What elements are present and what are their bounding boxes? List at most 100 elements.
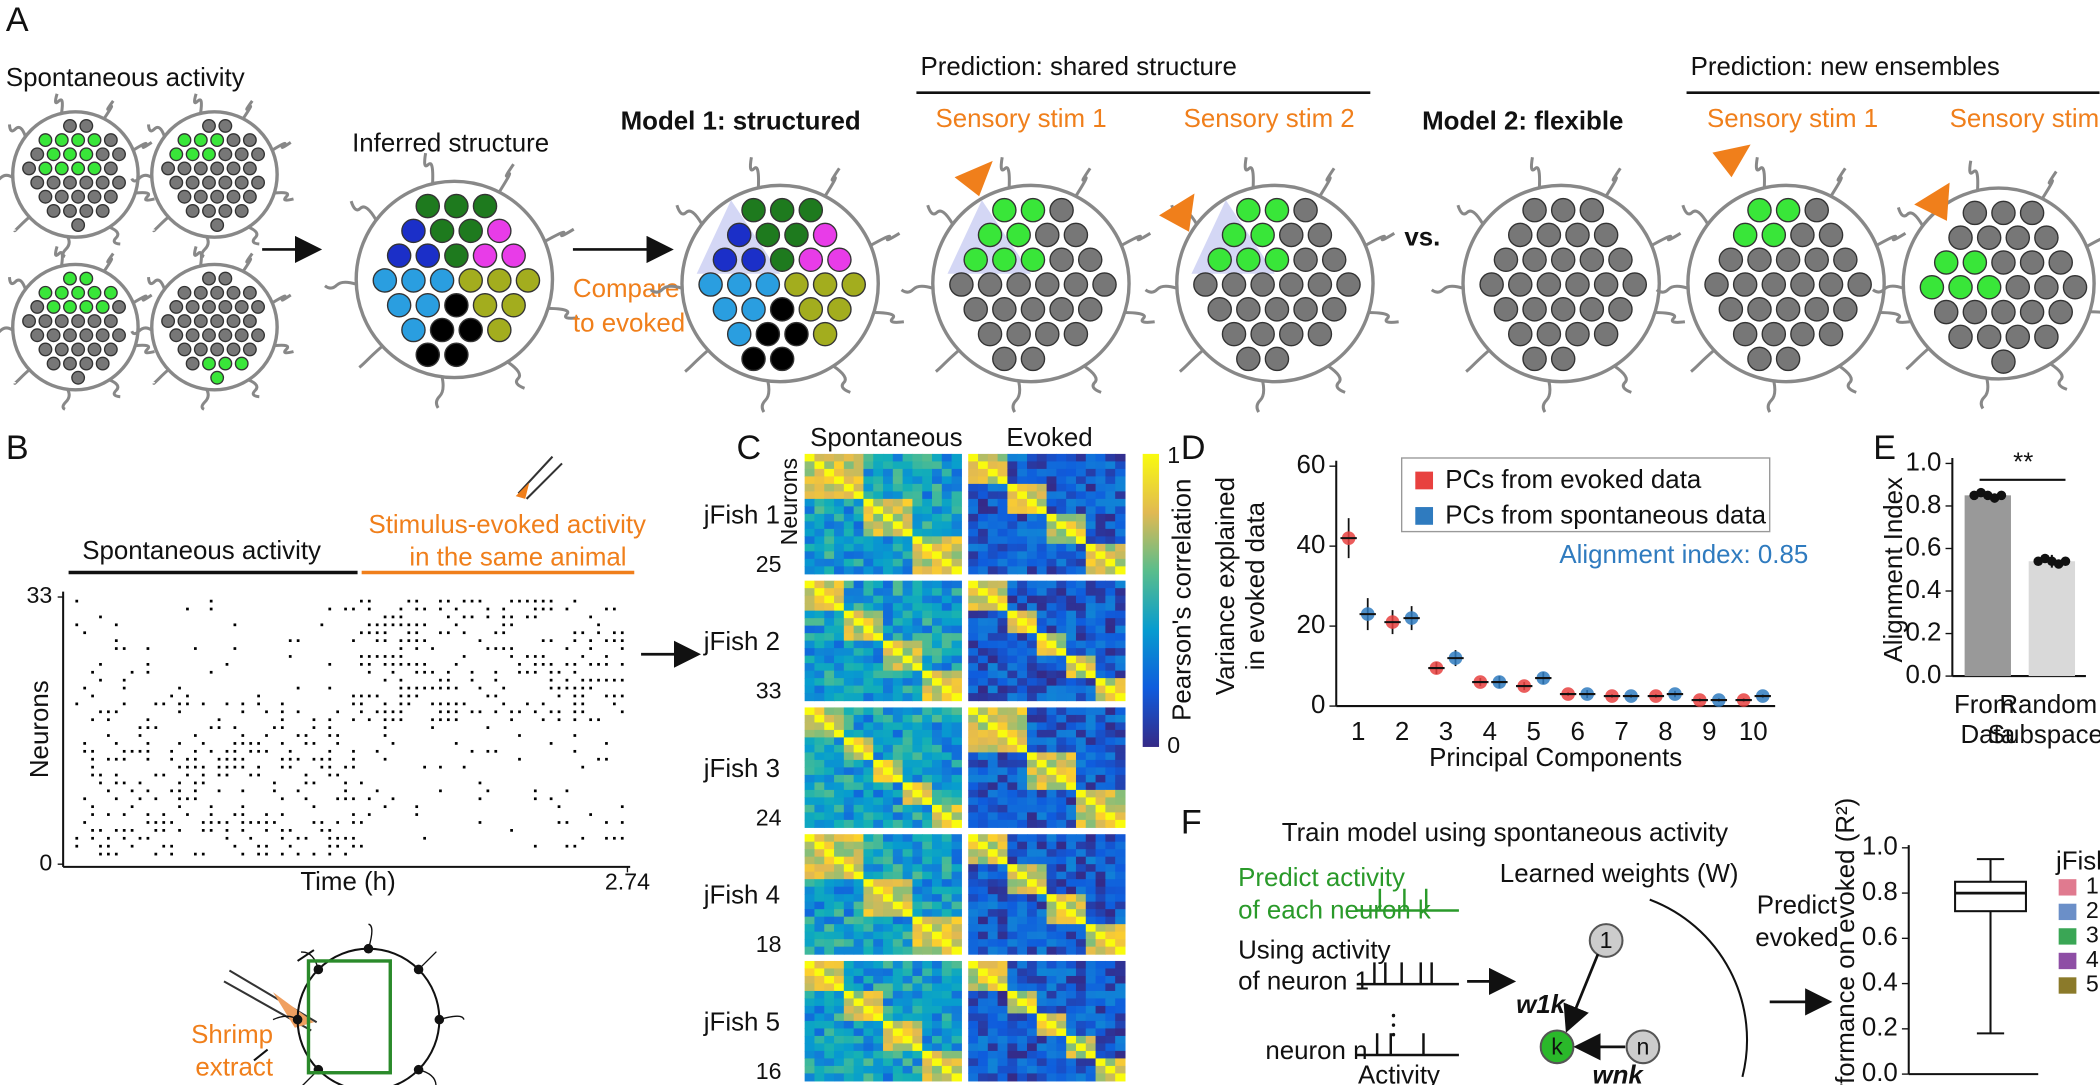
- spike: [510, 599, 513, 603]
- heatmap-cell: [978, 1013, 989, 1022]
- heatmap-cell: [951, 483, 962, 492]
- y-tick-label: 0.6: [1905, 533, 1941, 561]
- neuron: [415, 243, 441, 268]
- heatmap-cell: [987, 797, 999, 806]
- heatmap-cell: [892, 737, 904, 746]
- heatmap-cell: [1075, 461, 1087, 470]
- heatmap-cell: [1115, 744, 1126, 753]
- heatmap-cell: [853, 737, 864, 746]
- spike: [494, 694, 498, 698]
- tentacle: [13, 215, 31, 233]
- spike: [320, 821, 324, 824]
- tentacle: [1529, 156, 1542, 188]
- heatmap-cell: [1007, 924, 1018, 933]
- heatmap-cell: [1026, 804, 1038, 813]
- spike: [415, 623, 419, 627]
- spike: [533, 710, 537, 714]
- neuron: [1747, 297, 1772, 322]
- heatmap-cell: [892, 789, 904, 798]
- spike: [557, 686, 561, 690]
- heatmap-cell: [834, 774, 845, 783]
- heatmap-cell: [1075, 1058, 1087, 1067]
- neuron: [1833, 247, 1858, 273]
- heatmap-cell: [1056, 1013, 1067, 1022]
- heatmap-cell: [1095, 774, 1106, 783]
- heatmap-cell: [912, 610, 923, 619]
- spike: [415, 662, 419, 666]
- neuron: [1236, 197, 1261, 223]
- heatmap-cell: [853, 588, 864, 597]
- spike: [557, 710, 561, 714]
- heatmap-cell: [932, 476, 943, 485]
- neuron: [79, 299, 94, 314]
- heatmap-cell: [1066, 513, 1077, 522]
- heatmap-cell: [883, 990, 894, 999]
- heatmap-cell: [1017, 1065, 1028, 1074]
- neuron: [992, 197, 1017, 223]
- heatmap-cell: [912, 1005, 923, 1014]
- neuron: [1579, 197, 1605, 223]
- legend-label: 4: [2086, 946, 2099, 972]
- heatmap-cell: [1056, 468, 1067, 477]
- spike: [296, 852, 300, 856]
- heatmap-cell: [987, 990, 999, 999]
- heatmap-cell: [883, 744, 894, 753]
- heatmap-cell: [902, 640, 913, 649]
- heatmap-cell: [1017, 1005, 1028, 1014]
- heatmap-cell: [863, 849, 874, 858]
- heatmap-cell: [912, 744, 923, 753]
- heatmap-cell: [932, 625, 943, 634]
- heatmap-cell: [997, 558, 1008, 567]
- heatmap-cell: [804, 580, 815, 589]
- neuron: [1579, 297, 1605, 322]
- neuron: [79, 203, 94, 218]
- heatmap-cell: [1105, 789, 1116, 798]
- heatmap-cell: [987, 939, 999, 948]
- heatmap-cell: [978, 931, 989, 940]
- heatmap-cell: [968, 968, 979, 977]
- heatmap-cell: [951, 774, 962, 783]
- heatmap-cell: [1115, 729, 1126, 738]
- heatmap-cell: [1105, 819, 1116, 828]
- heatmap-cell: [941, 797, 953, 806]
- heatmap-cell: [912, 759, 923, 768]
- heatmap-cell: [1056, 491, 1067, 500]
- spike: [620, 821, 624, 824]
- heatmap-cell: [1095, 849, 1106, 858]
- spike: [518, 599, 521, 603]
- heatmap-cell: [1007, 506, 1018, 515]
- heatmap-cell: [968, 648, 979, 657]
- heatmap-cell: [922, 864, 933, 873]
- heatmap-cell: [1066, 894, 1077, 903]
- heatmap-cell: [902, 468, 913, 477]
- heatmap-cell: [1066, 536, 1077, 545]
- heatmap-cell: [853, 610, 864, 619]
- heatmap-cell: [997, 678, 1008, 687]
- spike: [565, 647, 569, 650]
- heatmap-cell: [1115, 543, 1126, 552]
- heatmap-cell: [912, 1035, 923, 1044]
- heatmap-cell: [1105, 960, 1116, 970]
- spike: [399, 607, 403, 611]
- spike: [367, 670, 371, 674]
- spike: [383, 702, 387, 706]
- heatmap-cell: [978, 476, 989, 485]
- heatmap-cell: [922, 1050, 933, 1059]
- heatmap-cell: [892, 1035, 904, 1044]
- heatmap-cell: [1017, 1050, 1028, 1059]
- neuron: [1804, 297, 1829, 322]
- heatmap-cell: [1085, 939, 1097, 948]
- colorbar-tick: 1: [1167, 442, 1180, 468]
- heatmap-cell: [997, 894, 1008, 903]
- spike: [502, 686, 506, 690]
- label: 33: [756, 678, 782, 704]
- label: Sensory stim 1: [1707, 105, 1878, 133]
- heatmap-cell: [883, 924, 894, 933]
- spike: [620, 710, 624, 714]
- heatmap-cell: [873, 759, 884, 768]
- heatmap-cell: [892, 625, 904, 634]
- heatmap-cell: [1056, 998, 1067, 1007]
- heatmap-cell: [1115, 968, 1126, 977]
- heatmap-cell: [997, 886, 1008, 895]
- heatmap-cell: [1036, 946, 1048, 955]
